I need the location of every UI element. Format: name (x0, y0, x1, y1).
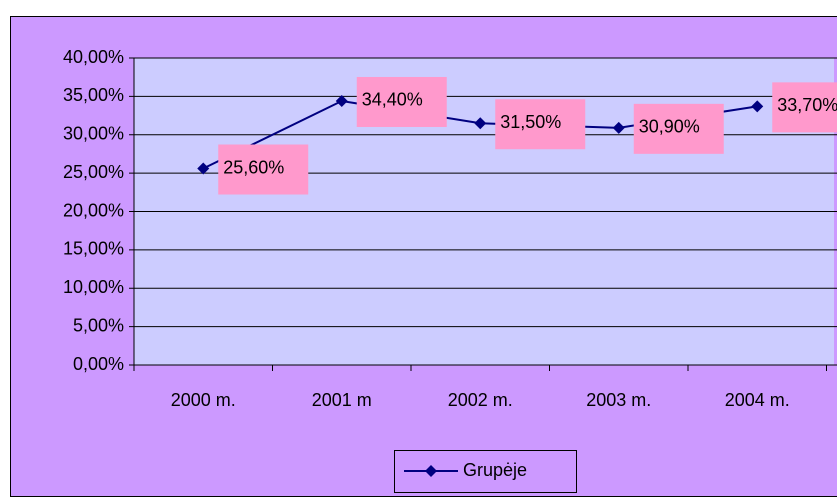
x-tick-label: 2004 m. (725, 390, 790, 410)
y-tick-label: 15,00% (63, 239, 124, 259)
data-label-box (633, 103, 724, 154)
data-label-box (495, 99, 586, 150)
y-tick-label: 40,00% (63, 47, 124, 67)
y-tick-label: 30,00% (63, 124, 124, 144)
legend-marker (425, 465, 437, 477)
data-label: 25,60% (223, 157, 284, 177)
data-label: 33,70% (777, 95, 837, 115)
y-tick-label: 0,00% (73, 354, 124, 374)
data-label-box (218, 144, 309, 195)
data-label-box (356, 76, 447, 127)
y-tick-label: 25,00% (63, 162, 124, 182)
data-label: 30,90% (639, 117, 700, 137)
y-tick-label: 35,00% (63, 85, 124, 105)
data-point (474, 117, 487, 130)
x-tick-label: 2001 m (312, 390, 372, 410)
y-tick-label: 10,00% (63, 277, 124, 297)
data-point (335, 94, 348, 107)
data-label-box (772, 82, 837, 133)
data-point (751, 100, 764, 113)
data-label: 34,40% (362, 90, 423, 110)
legend-label: Grupėje (463, 460, 527, 480)
y-tick-label: 5,00% (73, 315, 124, 335)
data-label: 31,50% (500, 112, 561, 132)
data-point (197, 162, 210, 175)
x-tick-label: 2000 m. (171, 390, 236, 410)
x-tick-label: 2002 m. (448, 390, 513, 410)
y-tick-label: 20,00% (63, 200, 124, 220)
data-point (612, 121, 625, 134)
x-tick-label: 2003 m. (586, 390, 651, 410)
